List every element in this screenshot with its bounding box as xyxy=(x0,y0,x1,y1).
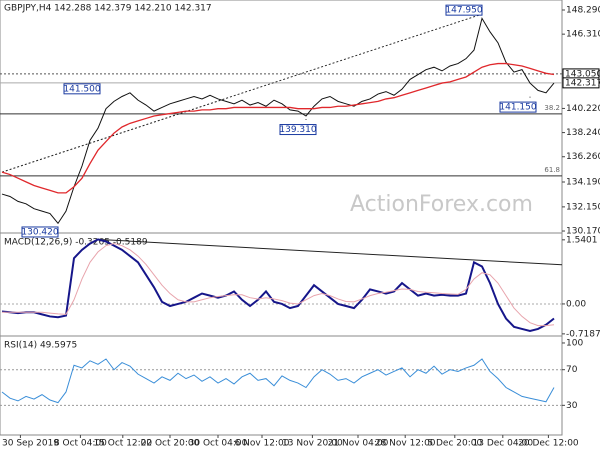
price-label-box xyxy=(63,83,101,95)
fib-label: 61.8 xyxy=(544,166,560,174)
y-tick-label: 140.220 xyxy=(566,104,600,114)
y-tick-label: 100 xyxy=(566,338,583,348)
level-label: 143.050 xyxy=(565,69,600,79)
series-line xyxy=(1,358,555,404)
y-tick-label: -0.7187 xyxy=(566,329,600,339)
panel-title: GBPJPY,H4 142.288 142.379 142.210 142.31… xyxy=(4,4,212,14)
y-tick-label: 130.170 xyxy=(566,227,600,237)
price-label: 130.420 xyxy=(21,227,58,237)
price-point xyxy=(305,119,307,121)
price-label: 141.150 xyxy=(499,103,536,113)
series-line xyxy=(1,62,555,194)
y-tick-label: 134.190 xyxy=(566,177,600,187)
level-box xyxy=(562,77,600,89)
y-tick-label: 146.310 xyxy=(566,30,600,40)
level-label: 142.317 xyxy=(565,78,600,88)
x-tick-label: 13 Dec 04:00 xyxy=(473,439,534,449)
trendline xyxy=(1,13,483,173)
y-tick-label: 0.00 xyxy=(566,299,586,309)
x-tick-label: 28 Nov 12:00 xyxy=(375,439,436,449)
panel-title: MACD(12,26,9) -0.3265 -0.5189 xyxy=(4,238,148,248)
x-tick-label: 30 Oct 04:00 xyxy=(189,439,248,449)
price-label-box xyxy=(499,101,537,113)
y-tick-label: 132.150 xyxy=(566,202,600,212)
price-label-box xyxy=(279,124,317,136)
price-label: 139.310 xyxy=(279,125,316,135)
fib-label: 38.2 xyxy=(544,104,560,112)
x-tick-label: 8 Oct 04:00 xyxy=(54,439,107,449)
series-line xyxy=(2,243,555,327)
series-line xyxy=(1,238,555,333)
y-tick-label: 1.5401 xyxy=(566,235,598,245)
price-label-box xyxy=(21,226,59,238)
panel-title: RSI(14) 49.5975 xyxy=(4,341,77,351)
watermark: ActionForex.com xyxy=(350,192,533,217)
x-tick-label: 20 Dec 12:00 xyxy=(518,439,579,449)
series-line xyxy=(1,17,555,225)
y-tick-label: 70 xyxy=(566,365,578,375)
x-tick-label: 6 Nov 12:00 xyxy=(235,439,290,449)
x-tick-label: 15 Oct 12:00 xyxy=(93,439,152,449)
x-tick-label: 5 Dec 20:00 xyxy=(427,439,482,449)
y-tick-label: 136.260 xyxy=(566,152,600,162)
y-tick-label: 138.240 xyxy=(566,128,600,138)
x-tick-label: 21 Nov 04:00 xyxy=(328,439,389,449)
x-tick-label: 13 Nov 20:00 xyxy=(282,439,343,449)
x-tick-label: 22 Oct 20:00 xyxy=(141,439,200,449)
y-tick-label: 30 xyxy=(566,401,578,411)
trendline xyxy=(97,238,563,266)
y-tick-label: 148.290 xyxy=(566,6,600,16)
price-label-box xyxy=(445,4,483,16)
price-point xyxy=(529,96,531,98)
price-label: 141.500 xyxy=(63,84,100,94)
x-tick-label: 30 Sep 2019 xyxy=(2,439,59,449)
price-label: 147.950 xyxy=(445,6,482,16)
